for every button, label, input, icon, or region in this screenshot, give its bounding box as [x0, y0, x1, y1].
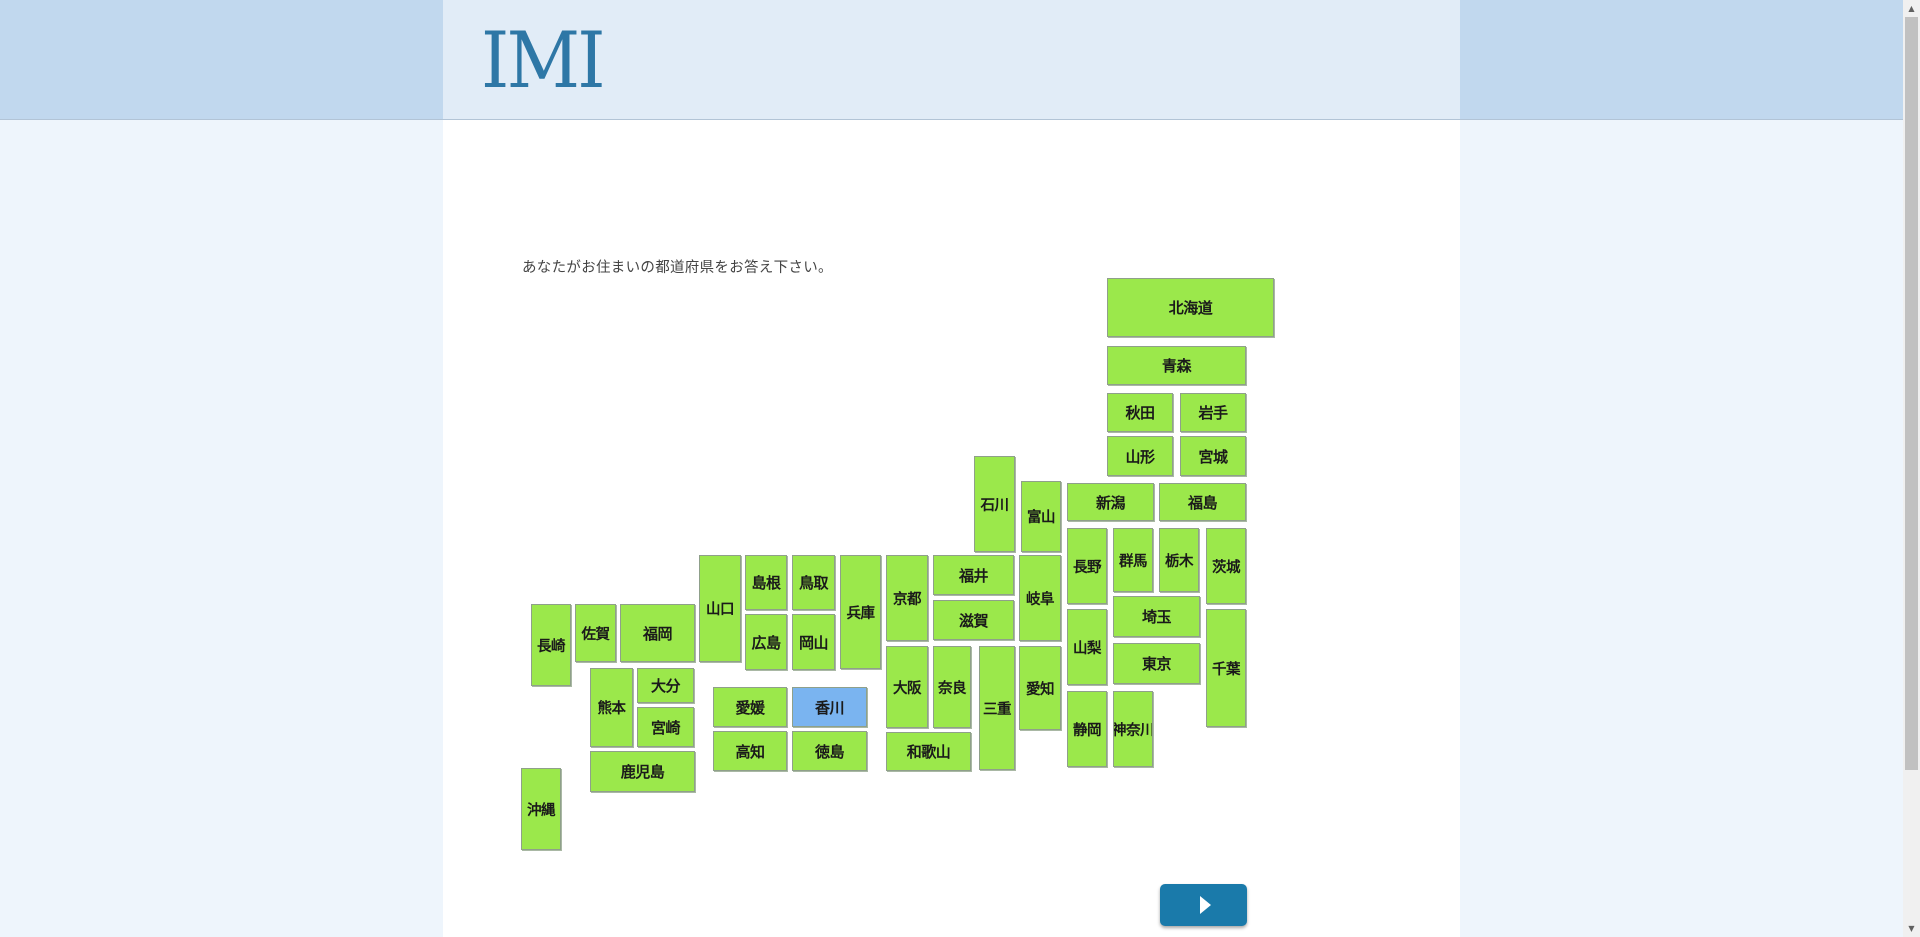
prefecture-aichi[interactable]: 愛知: [1019, 646, 1061, 730]
prefecture-ehime[interactable]: 愛媛: [713, 687, 787, 727]
prefecture-tokyo[interactable]: 東京: [1113, 643, 1200, 684]
play-triangle-icon: [1199, 896, 1211, 914]
prefecture-nagasaki[interactable]: 長崎: [531, 604, 571, 686]
imi-logo: IMI: [481, 16, 606, 106]
prefecture-nara[interactable]: 奈良: [933, 646, 971, 728]
prefecture-okinawa[interactable]: 沖縄: [521, 768, 561, 850]
prefecture-hyogo[interactable]: 兵庫: [840, 555, 881, 669]
prefecture-miyazaki[interactable]: 宮崎: [637, 707, 694, 747]
prefecture-yamaguchi[interactable]: 山口: [699, 555, 741, 662]
prefecture-osaka[interactable]: 大阪: [886, 646, 928, 728]
scroll-up-arrow-icon[interactable]: ▲: [1908, 4, 1915, 13]
prefecture-tottori[interactable]: 鳥取: [792, 555, 835, 610]
prefecture-kanagawa[interactable]: 神奈川: [1113, 691, 1153, 767]
prefecture-gunma[interactable]: 群馬: [1113, 528, 1153, 592]
prefecture-chiba[interactable]: 千葉: [1206, 609, 1246, 727]
header: IMI: [443, 0, 1460, 119]
prefecture-kochi[interactable]: 高知: [713, 731, 787, 771]
scroll-thumb[interactable]: [1905, 17, 1918, 770]
question-text: あなたがお住まいの都道府県をお答え下さい。: [522, 260, 833, 276]
prefecture-shizuoka[interactable]: 静岡: [1067, 691, 1107, 767]
scroll-down-arrow-icon[interactable]: ▼: [1908, 924, 1915, 933]
next-button[interactable]: [1160, 884, 1247, 926]
prefecture-miyagi[interactable]: 宮城: [1180, 436, 1246, 476]
prefecture-yamagata[interactable]: 山形: [1107, 436, 1173, 476]
prefecture-fukui[interactable]: 福井: [933, 555, 1014, 595]
prefecture-gifu[interactable]: 岐阜: [1019, 555, 1061, 641]
prefecture-oita[interactable]: 大分: [637, 668, 694, 703]
header-band: IMI: [0, 0, 1903, 120]
prefecture-aomori[interactable]: 青森: [1107, 346, 1246, 385]
prefecture-ishikawa[interactable]: 石川: [974, 456, 1015, 552]
prefecture-akita[interactable]: 秋田: [1107, 393, 1173, 432]
prefecture-iwate[interactable]: 岩手: [1180, 393, 1246, 432]
prefecture-toyama[interactable]: 富山: [1021, 481, 1061, 552]
prefecture-shimane[interactable]: 島根: [745, 555, 787, 610]
prefecture-tochigi[interactable]: 栃木: [1159, 528, 1199, 592]
prefecture-kagoshima[interactable]: 鹿児島: [590, 751, 695, 792]
prefecture-fukushima[interactable]: 福島: [1159, 483, 1246, 521]
prefecture-ibaraki[interactable]: 茨城: [1206, 528, 1246, 604]
prefecture-hokkaido[interactable]: 北海道: [1107, 278, 1274, 337]
prefecture-tokushima[interactable]: 徳島: [792, 731, 867, 771]
prefecture-kumamoto[interactable]: 熊本: [590, 668, 633, 747]
prefecture-kyoto[interactable]: 京都: [886, 555, 928, 641]
prefecture-nagano[interactable]: 長野: [1067, 528, 1107, 604]
vertical-scrollbar[interactable]: ▲ ▼: [1903, 0, 1920, 937]
prefecture-yamanashi[interactable]: 山梨: [1067, 609, 1107, 685]
prefecture-wakayama[interactable]: 和歌山: [886, 732, 971, 771]
prefecture-saga[interactable]: 佐賀: [575, 604, 616, 662]
prefecture-hiroshima[interactable]: 広島: [745, 614, 787, 670]
prefecture-mie[interactable]: 三重: [979, 646, 1015, 770]
prefecture-shiga[interactable]: 滋賀: [933, 600, 1014, 640]
main-content: [443, 120, 1460, 937]
prefecture-niigata[interactable]: 新潟: [1067, 483, 1154, 521]
prefecture-fukuoka[interactable]: 福岡: [620, 604, 695, 662]
prefecture-okayama[interactable]: 岡山: [792, 614, 835, 670]
prefecture-kagawa[interactable]: 香川: [792, 687, 867, 727]
prefecture-saitama[interactable]: 埼玉: [1113, 596, 1200, 637]
